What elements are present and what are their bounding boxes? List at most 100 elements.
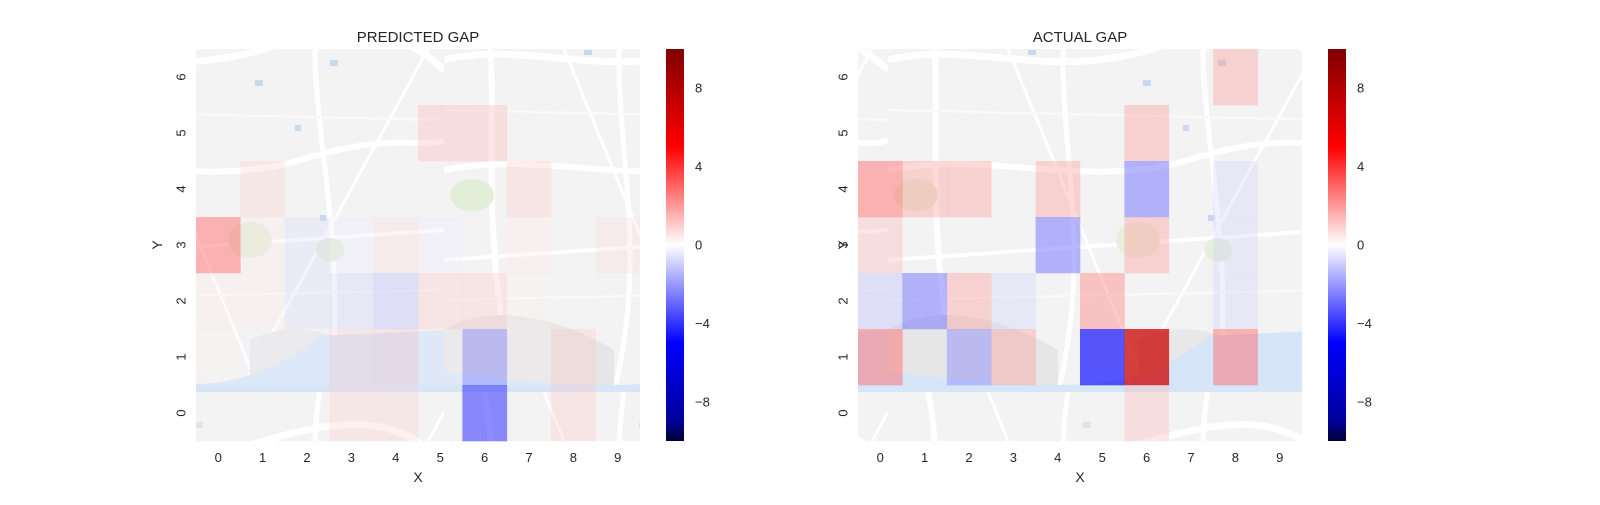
y-tick-labels: 0 1 2 3 4 5 6 [173,73,188,416]
x-tick-label: 2 [965,450,972,465]
heatmap-cell [418,329,463,386]
heatmap-cell [240,161,286,218]
heatmap-cell [947,217,992,273]
heatmap-cell [551,385,596,442]
heatmap-cell [462,329,508,386]
heatmap-cell [240,273,286,330]
heatmap-cell [240,329,286,386]
heatmap-cell [462,161,507,217]
heatmap-cell [329,329,374,386]
y-tick-label: 4 [835,185,850,192]
heatmap-cell [418,49,463,105]
heatmap-cell [902,385,947,441]
heatmap-cell [1080,329,1125,386]
y-tick-label: 3 [173,241,188,248]
heatmap-cell [1169,105,1214,161]
heatmap-cell [991,49,1036,105]
x-tick-label: 7 [1187,450,1194,465]
heatmap-cell [902,49,947,105]
heatmap-cell [1036,273,1081,329]
heatmap-cell [596,49,641,105]
x-tick-label: 8 [1232,450,1239,465]
heatmap-cell [240,385,285,441]
heatmap-cell [858,329,903,386]
x-tick-label: 4 [1054,450,1061,465]
x-tick-label: 2 [303,450,310,465]
y-tick-label: 3 [835,241,850,248]
colorbar-tick-label: 8 [695,81,702,96]
heatmap-cell [551,329,596,386]
heatmap-cell [858,217,903,274]
heatmap-cell [1258,273,1303,329]
heatmap-cell [506,273,552,330]
heatmap-cell [462,217,507,273]
heatmap-cell [902,329,947,385]
heatmap-cell [462,49,507,105]
heatmap-cell [1258,49,1303,105]
colorbar-tick-label: 4 [1357,159,1364,174]
heatmap-cell [1258,385,1303,441]
heatmap-cell [373,329,419,386]
y-tick-label: 6 [173,73,188,80]
heatmap-cell [1213,49,1258,106]
heatmap-cell [991,217,1036,273]
heatmap-cell [374,105,419,161]
x-tick-labels: 0 1 2 3 4 5 6 7 8 9 [877,450,1284,465]
heatmap-cell [991,105,1036,161]
heatmap-cell [902,217,947,273]
heatmap-cell [285,161,330,217]
heatmap-cell [1036,329,1081,385]
heatmap-cell [1169,217,1214,273]
heatmap-cell [196,49,241,105]
y-tick-label: 2 [835,297,850,304]
heatmap-cell [596,273,641,329]
x-tick-label: 1 [921,450,928,465]
heatmap-cell [1258,105,1303,161]
heatmap-cell [240,217,286,274]
heatmap-cell [285,105,330,161]
y-tick-label: 4 [173,185,188,192]
x-tick-label: 0 [877,450,884,465]
colorbar-tick-label: −4 [695,316,710,331]
heatmap-cell [551,49,596,105]
heatmap-cell [1080,105,1125,161]
heatmap-cell [284,329,330,386]
heatmap-cell [462,105,508,162]
colorbar-tick-labels: −8 −4 0 4 8 [695,81,710,410]
y-tick-label: 6 [835,73,850,80]
heatmap-cell [374,161,419,217]
heatmap-cell [858,49,903,105]
heatmap-cell [991,161,1036,217]
heatmap-cell [1080,385,1125,441]
heatmap-cell [1036,105,1081,161]
heatmap-cell [946,161,992,218]
heatmap-cell [1258,161,1303,217]
x-tick-label: 6 [1143,450,1150,465]
heatmap-cell [329,105,374,161]
heatmap-cell [196,217,241,274]
y-tick-label: 5 [835,129,850,136]
heatmap-cell [418,385,463,441]
colorbar-tick-label: −8 [695,394,710,409]
heatmap-cell [1124,217,1170,274]
heatmap-cell [991,329,1036,386]
heatmap-cell [196,161,241,217]
heatmap-cell [1036,49,1081,105]
heatmap-cell [1124,49,1169,105]
y-tick-label: 1 [835,353,850,360]
x-axis-label: X [413,469,423,485]
map-background [196,49,640,441]
heatmap-cell [329,385,374,442]
heatmap-cell [329,273,374,330]
heatmap-cell [196,385,241,441]
heatmap-cell [1080,273,1125,330]
heatmap-cell [1169,385,1214,441]
heatmap-cell [1169,273,1214,329]
heatmap-cell [947,105,992,161]
heatmap-cell [285,49,330,105]
heatmap-cell [284,273,330,330]
x-tick-label: 5 [1099,450,1106,465]
heatmap-cell [329,217,374,274]
